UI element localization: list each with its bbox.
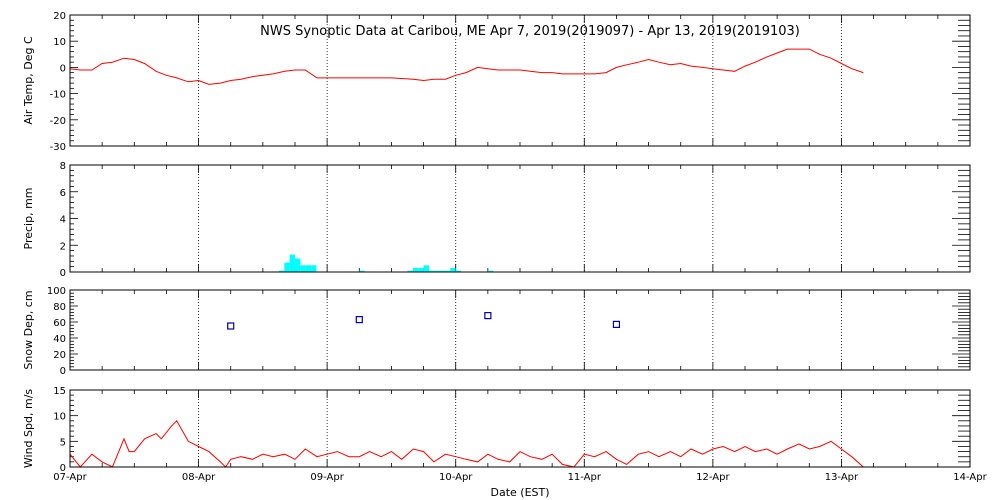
y-tick-label: 0	[60, 268, 66, 279]
panel-frame	[69, 14, 971, 147]
y-tick-label: 2	[60, 241, 66, 252]
snow-depth-point	[612, 320, 621, 328]
precip-bar	[418, 267, 424, 272]
precip-bar	[428, 270, 435, 272]
precip-bar	[487, 270, 494, 272]
y-tick-label: 0	[60, 63, 66, 74]
y-tick-label: 100	[47, 286, 66, 297]
panel-snow-depth: 0 20 40 60 80 100 Snow Dep, cm	[22, 286, 971, 377]
precip-bar	[284, 262, 290, 272]
y-axis-label-snow-depth: Snow Dep, cm	[22, 290, 35, 369]
x-tick-label: 11-Apr	[568, 472, 602, 483]
chart-panels: -30 -20 -10 0 10 20 Air Temp, Deg C 0 2 4 6 8 Precip…	[22, 11, 971, 474]
precip-bar	[412, 267, 419, 272]
y-tick-label: 10	[53, 37, 66, 48]
y-tick-label: 80	[53, 302, 66, 313]
y-tick-label: 20	[53, 350, 66, 361]
precip-bar	[434, 270, 440, 272]
x-tick-label: 07-Apr	[53, 472, 87, 483]
panel-air-temp: -30 -20 -10 0 10 20 Air Temp, Deg C	[22, 11, 971, 153]
precip-bar	[455, 270, 462, 272]
precip-bar	[450, 267, 456, 272]
y-tick-label: 20	[53, 11, 66, 22]
snow-depth-point	[484, 312, 492, 320]
y-axis-label-air-temp: Air Temp, Deg C	[22, 36, 35, 125]
y-axis-label-precip: Precip, mm	[22, 188, 35, 250]
y-tick-label: -10	[50, 90, 66, 101]
y-tick-label: 6	[60, 188, 66, 199]
y-tick-label: 5	[60, 437, 66, 448]
precip-bar	[407, 270, 413, 272]
precip-bar	[278, 270, 285, 272]
precip-bar	[311, 265, 317, 272]
wind-speed-line	[69, 419, 864, 468]
x-tick-label: 09-Apr	[310, 472, 344, 483]
precip-bar	[359, 270, 365, 272]
y-tick-label: 10	[53, 412, 66, 423]
precip-bar	[439, 270, 446, 272]
precip-bar	[445, 270, 451, 272]
panel-frame	[69, 389, 971, 468]
chart-title: NWS Synoptic Data at Caribou, ME Apr 7, …	[260, 24, 800, 39]
y-axis-label-wind-speed: Wind Spd, m/s	[22, 389, 35, 469]
panel-wind-speed: 0 5 10 15 Wind Spd, m/s	[22, 386, 971, 474]
y-tick-label: 0	[60, 463, 66, 474]
snow-depth-point	[227, 322, 235, 330]
x-tick-label: 10-Apr	[439, 472, 473, 483]
x-tick-label: 13-Apr	[825, 472, 859, 483]
x-tick-labels: 07-Apr 08-Apr 09-Apr 10-Apr 11-Apr 12-Apr 13-A…	[53, 472, 987, 483]
y-tick-label: 4	[60, 215, 66, 226]
y-tick-label: 40	[53, 334, 66, 345]
y-tick-label: -20	[50, 116, 66, 127]
x-tick-label: 08-Apr	[182, 472, 216, 483]
y-tick-label: 60	[53, 318, 66, 329]
x-tick-label: 14-Apr	[953, 472, 987, 483]
air-temp-line	[69, 48, 864, 85]
precip-bar	[305, 265, 312, 272]
precip-bar	[295, 258, 301, 272]
panel-frame	[69, 164, 971, 273]
y-tick-label: 15	[53, 386, 66, 397]
y-tick-label: 8	[60, 161, 66, 172]
precip-bar	[300, 265, 306, 272]
precip-bar	[289, 254, 295, 272]
panel-frame	[69, 289, 971, 371]
x-axis-label: Date (EST)	[490, 486, 549, 499]
snow-depth-point	[355, 316, 363, 324]
precip-bar	[423, 265, 429, 272]
x-tick-label: 12-Apr	[696, 472, 730, 483]
y-tick-label: 0	[60, 366, 66, 377]
panel-precip: 0 2 4 6 8 Precip, mm	[22, 161, 971, 279]
y-tick-label: -30	[50, 142, 66, 153]
